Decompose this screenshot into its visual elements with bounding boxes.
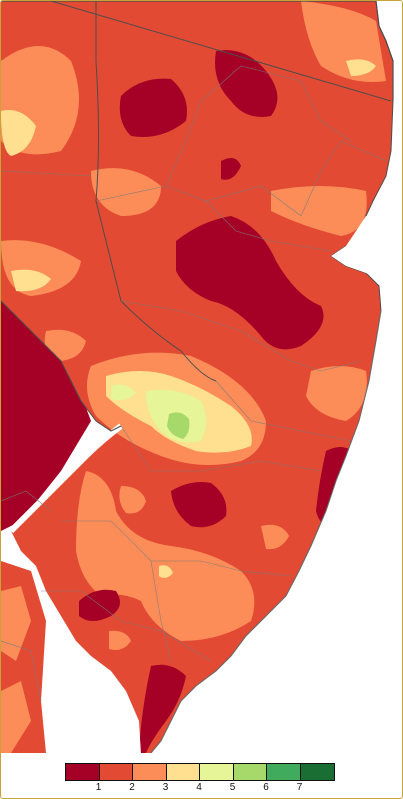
delaware-river: [8, 423, 123, 534]
legend-swatch-4: [200, 764, 234, 780]
legend-tick-1: 1: [95, 782, 102, 793]
legend-tick-7: 7: [296, 782, 303, 793]
legend-swatch-3: [166, 764, 200, 780]
legend-bar: [65, 763, 335, 781]
legend-tick-3: 3: [162, 782, 169, 793]
legend-swatch-2: [133, 764, 167, 780]
legend-swatch-5: [233, 764, 267, 780]
legend-swatch-7: [300, 764, 334, 780]
legend-tick-5: 5: [229, 782, 236, 793]
legend-swatch-6: [267, 764, 301, 780]
precipitation-map: [1, 1, 402, 753]
legend: 1 2 3 4 5 6 7: [65, 763, 339, 793]
legend-swatch-0: [66, 764, 100, 780]
legend-tick-2: 2: [129, 782, 135, 793]
bay-water: [331, 216, 402, 291]
legend-swatch-1: [99, 764, 133, 780]
legend-tick-4: 4: [196, 782, 202, 793]
coastline: [150, 310, 382, 753]
ocean-water: [151, 301, 402, 753]
legend-tick-6: 6: [263, 782, 269, 793]
